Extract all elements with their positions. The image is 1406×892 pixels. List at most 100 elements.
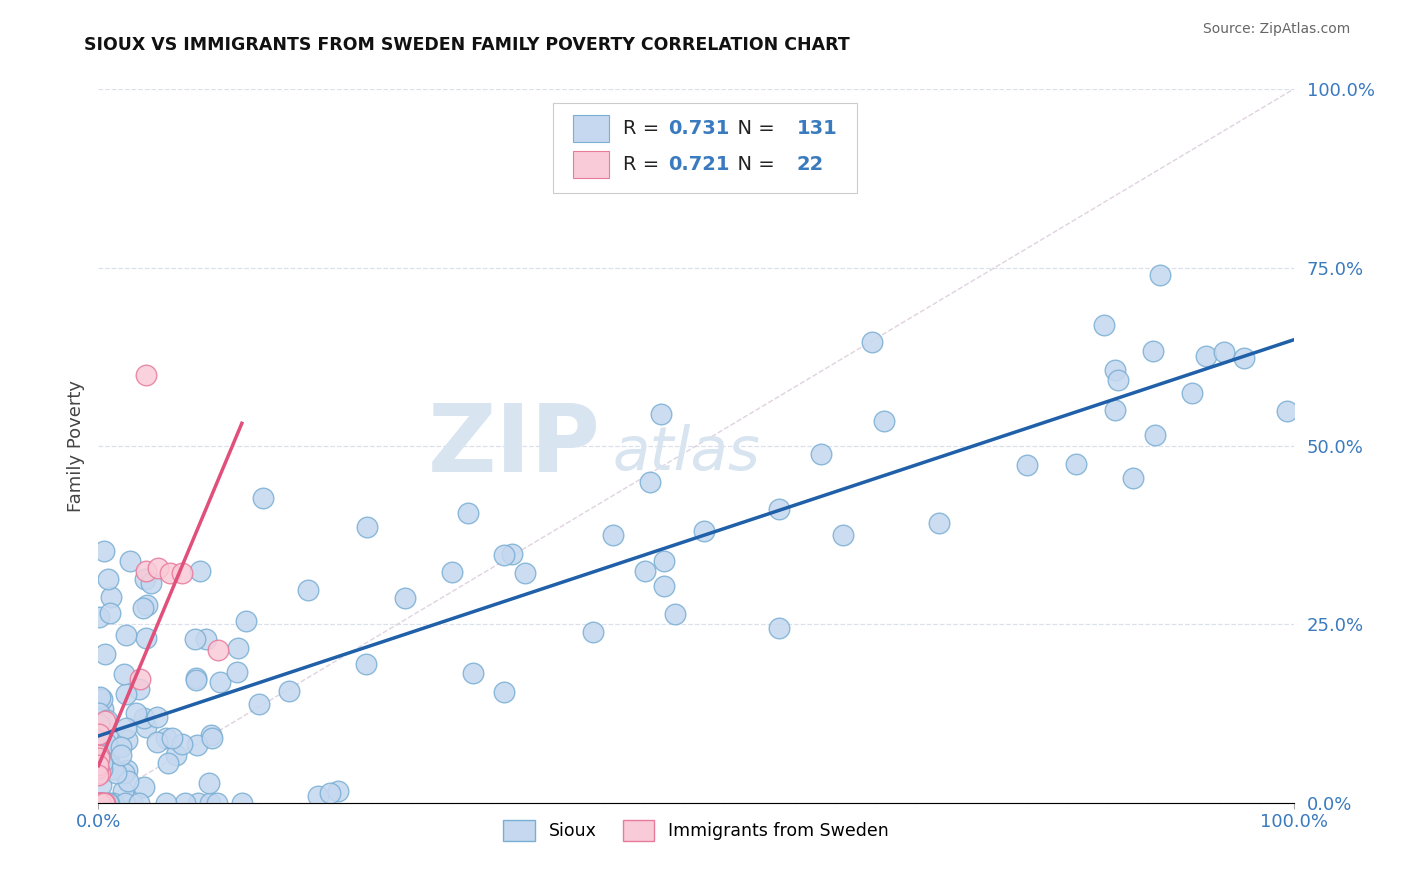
Point	[1212, 344, 1234, 359]
Point	[94, 647, 117, 661]
Point	[278, 684, 301, 698]
Point	[873, 414, 896, 428]
Text: 131: 131	[796, 119, 837, 138]
Point	[87, 727, 110, 741]
Point	[121, 795, 143, 809]
Point	[654, 554, 676, 568]
Point	[91, 702, 114, 716]
Point	[114, 627, 136, 641]
Text: N =: N =	[724, 119, 780, 138]
Point	[1104, 363, 1126, 377]
Point	[1122, 471, 1144, 485]
Point	[155, 796, 177, 810]
Point	[463, 666, 485, 681]
Point	[297, 582, 319, 597]
Point	[89, 706, 111, 720]
Point	[87, 761, 110, 775]
Point	[768, 502, 790, 516]
Point	[249, 697, 271, 711]
Point	[117, 774, 139, 789]
Point	[1195, 350, 1218, 364]
Point	[97, 572, 120, 586]
Point	[115, 721, 138, 735]
Text: atlas: atlas	[613, 424, 761, 483]
Point	[1142, 344, 1164, 359]
Point	[112, 766, 135, 780]
Point	[111, 784, 134, 798]
Point	[90, 756, 112, 770]
Point	[194, 632, 217, 646]
Point	[156, 756, 179, 771]
Point	[87, 796, 110, 810]
Point	[98, 796, 121, 810]
Point	[184, 671, 207, 685]
Point	[1181, 386, 1204, 401]
Point	[328, 784, 350, 798]
Point	[172, 737, 194, 751]
Point	[159, 566, 181, 580]
Point	[187, 796, 209, 810]
Point	[125, 706, 148, 720]
Point	[664, 607, 686, 621]
Bar	[572, 115, 609, 142]
Point	[174, 796, 197, 810]
Text: R =: R =	[623, 154, 665, 174]
Point	[1107, 373, 1129, 387]
Point	[87, 767, 110, 781]
Point	[105, 765, 128, 780]
Point	[90, 762, 112, 776]
Point	[1064, 457, 1087, 471]
Point	[650, 407, 672, 421]
Point	[602, 528, 624, 542]
Point	[1104, 403, 1126, 417]
Point	[200, 796, 222, 810]
Text: 22: 22	[796, 154, 824, 174]
Point	[1143, 428, 1166, 442]
Point	[492, 684, 515, 698]
Point	[110, 739, 132, 754]
Point	[101, 762, 124, 776]
Point	[87, 751, 110, 765]
Point	[155, 731, 177, 746]
Point	[207, 642, 229, 657]
Point	[128, 682, 150, 697]
Point	[91, 691, 114, 706]
Point	[319, 786, 342, 800]
Point	[101, 734, 124, 748]
Point	[87, 747, 110, 762]
Point	[252, 491, 274, 505]
Point	[110, 747, 132, 762]
Point	[768, 621, 790, 635]
Point	[87, 717, 110, 731]
Y-axis label: Family Poverty: Family Poverty	[66, 380, 84, 512]
Point	[394, 591, 416, 606]
Point	[172, 566, 194, 581]
Point	[148, 561, 170, 575]
Text: Source: ZipAtlas.com: Source: ZipAtlas.com	[1202, 22, 1350, 37]
Point	[101, 796, 124, 810]
Point	[188, 564, 211, 578]
Point	[87, 758, 110, 772]
Text: 0.721: 0.721	[668, 154, 730, 174]
Point	[91, 796, 114, 810]
Text: SIOUX VS IMMIGRANTS FROM SWEDEN FAMILY POVERTY CORRELATION CHART: SIOUX VS IMMIGRANTS FROM SWEDEN FAMILY P…	[84, 36, 851, 54]
Point	[93, 714, 115, 729]
Point	[582, 625, 605, 640]
Point	[120, 554, 142, 568]
Point	[96, 796, 118, 810]
Point	[166, 747, 188, 762]
Point	[132, 600, 155, 615]
Point	[354, 657, 377, 672]
Point	[634, 564, 657, 578]
Point	[89, 796, 111, 810]
Point	[89, 728, 111, 742]
Point	[198, 776, 221, 790]
Point	[201, 731, 224, 745]
Point	[139, 576, 162, 591]
Point	[89, 690, 111, 704]
Point	[89, 796, 111, 810]
Point	[100, 590, 122, 604]
Text: R =: R =	[623, 119, 665, 138]
Point	[114, 796, 136, 810]
Point	[135, 631, 157, 645]
